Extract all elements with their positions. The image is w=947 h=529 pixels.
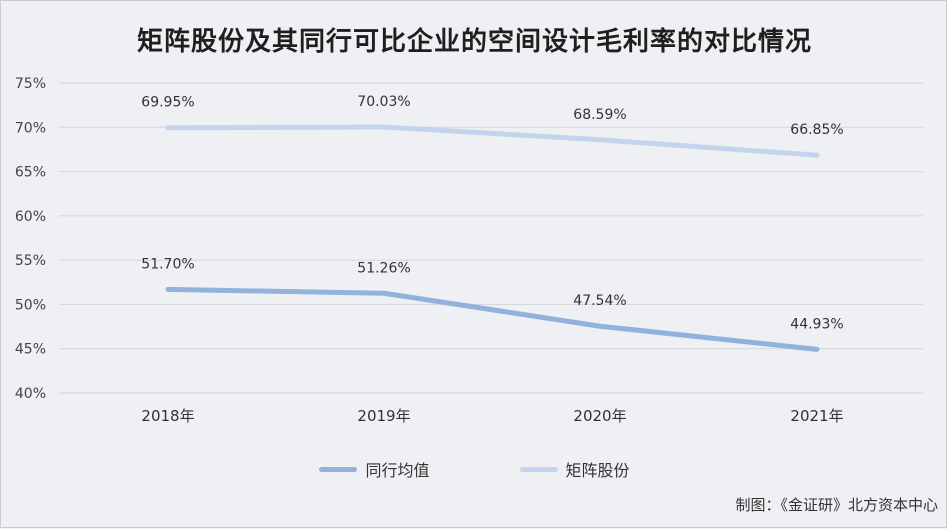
x-tick-label: 2018年: [141, 407, 194, 425]
series-line: [168, 127, 817, 155]
data-label: 51.26%: [357, 260, 410, 276]
x-tick-label: 2020年: [573, 407, 626, 425]
series-line: [168, 289, 817, 349]
x-tick-label: 2021年: [790, 407, 843, 425]
data-label: 47.54%: [573, 293, 626, 309]
y-tick-label: 75%: [15, 76, 46, 92]
data-label: 70.03%: [357, 94, 410, 110]
x-tick-label: 2019年: [357, 407, 410, 425]
legend: 同行均值 矩阵股份: [1, 457, 947, 481]
y-tick-label: 40%: [15, 386, 46, 402]
y-tick-label: 60%: [15, 209, 46, 225]
x-axis-tick-labels: 2018年 2019年 2020年 2021年: [141, 407, 843, 425]
y-tick-label: 50%: [15, 297, 46, 313]
source-note: 制图：《金证研》北方资本中心: [735, 494, 938, 515]
legend-swatch-peer-average: [319, 467, 357, 472]
y-tick-label: 70%: [15, 120, 46, 136]
legend-label-juzhen: 矩阵股份: [566, 457, 630, 481]
data-label: 66.85%: [790, 122, 843, 138]
series-lines: [168, 127, 817, 350]
data-label: 68.59%: [573, 107, 626, 123]
legend-label-peer-average: 同行均值: [365, 457, 429, 481]
data-label: 44.93%: [790, 316, 843, 332]
legend-item-peer-average: 同行均值: [319, 457, 429, 481]
data-label: 69.95%: [141, 95, 194, 111]
y-tick-label: 55%: [15, 253, 46, 269]
y-tick-label: 45%: [15, 342, 46, 358]
y-tick-label: 65%: [15, 165, 46, 181]
legend-item-juzhen: 矩阵股份: [520, 457, 630, 481]
legend-swatch-juzhen: [520, 467, 558, 472]
data-label: 51.70%: [141, 256, 194, 272]
y-axis-tick-labels: 40% 45% 50% 55% 60% 65% 70% 75%: [15, 76, 46, 402]
